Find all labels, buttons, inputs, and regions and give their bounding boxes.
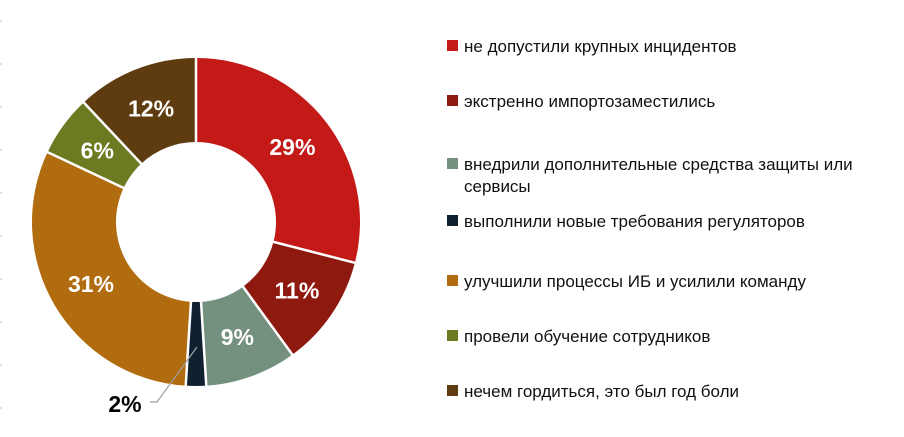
edge-tick-marks: [0, 20, 2, 420]
legend-label: нечем гордиться, это был год боли: [464, 382, 740, 401]
donut-chart-area: 29% 11% 9% 2% 31% 6% 12%: [0, 0, 430, 437]
legend-label: внедрили дополнительные средства защиты …: [464, 155, 853, 196]
legend-label: выполнили новые требования регуляторов: [464, 212, 805, 231]
callout-label: 2%: [108, 391, 141, 417]
chart-slice: [47, 102, 142, 188]
slice-separator: [184, 300, 193, 387]
slice-label: 12%: [128, 96, 174, 122]
legend-item: улучшили процессы ИБ и усилили команду: [447, 271, 892, 293]
chart-slice: [243, 241, 355, 355]
callout-leader-line: [150, 346, 198, 403]
donut-chart: 29% 11% 9% 2% 31% 6% 12%: [31, 57, 360, 417]
legend-item: экстренно импортозаместились: [447, 91, 892, 113]
legend-item: не допустили крупных инцидентов: [447, 36, 892, 58]
chart-slice: [201, 286, 293, 386]
slice-separator: [199, 300, 208, 387]
legend-swatch: [447, 385, 458, 396]
chart-slice: [83, 58, 196, 164]
legend-item: внедрили дополнительные средства защиты …: [447, 154, 892, 198]
legend-swatch: [447, 330, 458, 341]
chart-slice: [31, 152, 191, 386]
chart-legend: не допустили крупных инцидентов экстренно…: [447, 0, 897, 437]
slice-separator: [82, 100, 143, 166]
slice-separator: [241, 285, 294, 357]
legend-label: экстренно импортозаместились: [464, 92, 716, 111]
legend-swatch: [447, 158, 458, 169]
legend-swatch: [447, 40, 458, 51]
chart-slice: [196, 58, 360, 263]
legend-swatch: [447, 275, 458, 286]
slice-separator: [272, 240, 357, 265]
slice-label: 31%: [68, 271, 114, 297]
slice-label: 6%: [81, 137, 114, 163]
legend-label: провели обучение сотрудников: [464, 327, 711, 346]
slice-label: 29%: [269, 134, 315, 160]
legend-label: улучшили процессы ИБ и усилили команду: [464, 272, 806, 291]
legend-item: нечем гордиться, это был год боли: [447, 381, 892, 403]
slice-label: 11%: [275, 278, 320, 304]
legend-swatch: [447, 95, 458, 106]
slice-separator: [46, 150, 126, 190]
legend-label: не допустили крупных инцидентов: [464, 37, 737, 56]
slice-label: 9%: [221, 324, 254, 350]
legend-swatch: [447, 215, 458, 226]
legend-item: выполнили новые требования регуляторов: [447, 211, 892, 233]
legend-item: провели обучение сотрудников: [447, 326, 892, 348]
